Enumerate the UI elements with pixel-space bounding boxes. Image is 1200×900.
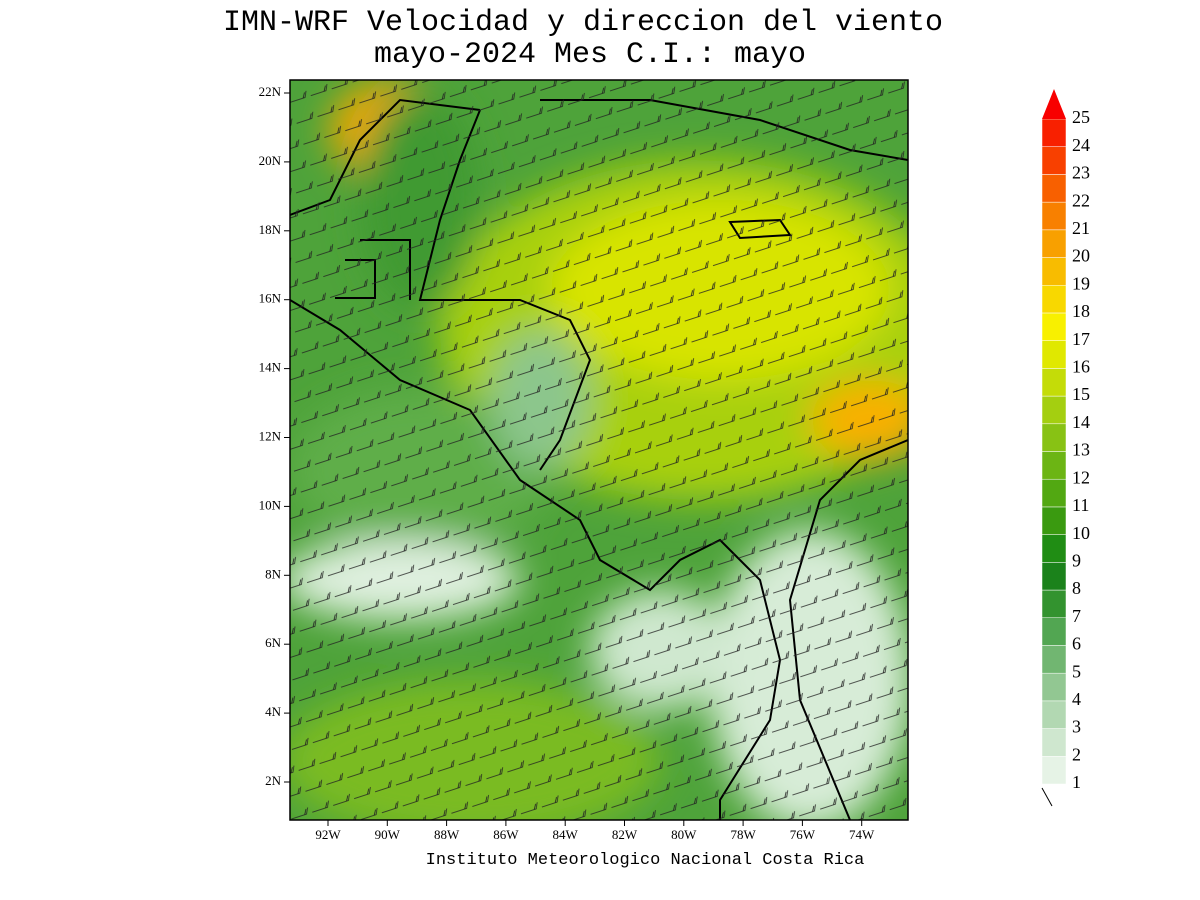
- title-line-2: mayo-2024 Mes C.I.: mayo: [374, 38, 806, 72]
- lon-label: 76W: [790, 827, 816, 842]
- colorbar-label: 7: [1072, 606, 1081, 626]
- colorbar-label: 1: [1072, 772, 1081, 792]
- footer: Instituto Meteorologico Nacional Costa R…: [426, 851, 865, 870]
- lat-label: 14N: [259, 360, 282, 375]
- colorbar-swatch: [1041, 672, 1067, 702]
- colorbar-label: 8: [1072, 578, 1081, 598]
- colorbar-swatch: [1041, 340, 1067, 369]
- colorbar-label: 9: [1072, 550, 1081, 570]
- colorbar-label: 13: [1072, 440, 1090, 460]
- lat-label: 16N: [259, 291, 282, 306]
- colorbar-swatch: [1041, 285, 1067, 314]
- colorbar-label: 5: [1072, 661, 1081, 681]
- colorbar-swatch: [1041, 728, 1067, 757]
- lat-label: 8N: [265, 566, 282, 581]
- colorbar-label: 15: [1072, 384, 1090, 404]
- colorbar-swatch: [1041, 534, 1067, 563]
- colorbar-label: 17: [1072, 329, 1090, 349]
- colorbar-swatch: [1041, 229, 1067, 258]
- colorbar-swatch: [1041, 451, 1067, 480]
- colorbar-swatch: [1041, 756, 1067, 785]
- colorbar-swatch: [1041, 118, 1067, 147]
- colorbar-label: 21: [1072, 218, 1090, 238]
- lat-label: 4N: [265, 704, 282, 719]
- colorbar-label: 24: [1072, 135, 1090, 155]
- colorbar-label: 14: [1072, 412, 1090, 432]
- colorbar-label: 10: [1072, 523, 1090, 543]
- colorbar-swatch: [1041, 423, 1067, 452]
- legend-barb: [1041, 787, 1053, 807]
- title-line-1: IMN-WRF Velocidad y direccion del viento: [223, 6, 943, 40]
- colorbar-arrow: [1042, 89, 1066, 119]
- lat-label: 18N: [259, 222, 282, 237]
- lon-label: 86W: [493, 827, 519, 842]
- colorbar-label: 6: [1072, 634, 1081, 654]
- lon-label: 92W: [315, 827, 341, 842]
- colorbar-label: 22: [1072, 190, 1090, 210]
- map-frame: [289, 79, 909, 821]
- colorbar-swatch: [1041, 478, 1067, 508]
- colorbar-swatch: [1041, 146, 1067, 175]
- lon-label: 82W: [612, 827, 638, 842]
- colorbar-swatch: [1041, 700, 1067, 729]
- colorbar-swatch: [1041, 589, 1067, 619]
- colorbar-label: 12: [1072, 467, 1090, 487]
- lon-label: 78W: [730, 827, 756, 842]
- colorbar-swatch: [1041, 395, 1067, 425]
- colorbar-label: 18: [1072, 301, 1090, 321]
- colorbar-swatch: [1041, 368, 1067, 397]
- colorbar-swatch: [1041, 174, 1067, 203]
- colorbar-label: 19: [1072, 273, 1090, 293]
- colorbar-label: 25: [1072, 107, 1090, 127]
- lat-label: 12N: [259, 428, 282, 443]
- wind-map: [290, 80, 908, 820]
- lat-label: 20N: [259, 153, 282, 168]
- colorbar-swatch: [1041, 312, 1067, 341]
- colorbar-label: 16: [1072, 357, 1090, 377]
- colorbar-swatch: [1041, 562, 1067, 591]
- colorbar-swatch: [1041, 201, 1067, 231]
- lon-label: 74W: [849, 827, 875, 842]
- lat-label: 22N: [259, 84, 282, 99]
- lat-label: 6N: [265, 635, 282, 650]
- colorbar-label: 3: [1072, 717, 1081, 737]
- colorbar-swatch: [1041, 617, 1067, 646]
- lon-label: 84W: [553, 827, 579, 842]
- colorbar-label: 11: [1072, 495, 1089, 515]
- colorbar-label: 2: [1072, 744, 1081, 764]
- lon-label: 80W: [671, 827, 697, 842]
- colorbar-swatch: [1041, 506, 1067, 535]
- lon-label: 90W: [375, 827, 401, 842]
- colorbar-swatch: [1041, 257, 1067, 286]
- colorbar-label: 20: [1072, 246, 1090, 266]
- colorbar-label: 4: [1072, 689, 1081, 709]
- lat-label: 2N: [265, 773, 282, 788]
- lat-label: 10N: [259, 497, 282, 512]
- colorbar-label: 23: [1072, 163, 1090, 183]
- lon-label: 88W: [434, 827, 460, 842]
- colorbar-swatch: [1041, 645, 1067, 674]
